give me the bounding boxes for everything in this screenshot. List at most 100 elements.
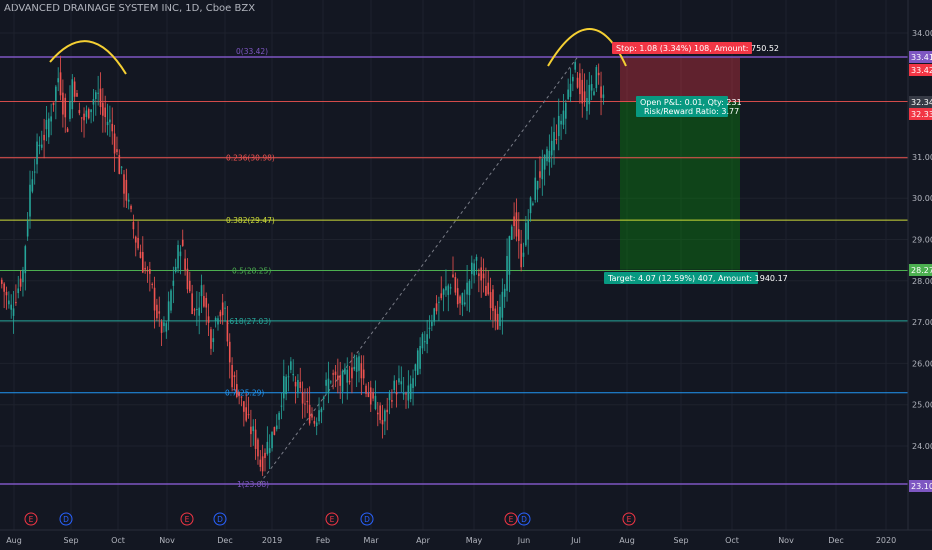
- candle-body: [132, 222, 135, 230]
- candle-body: [426, 334, 428, 345]
- candle-body: [377, 412, 379, 415]
- candle-body: [179, 251, 182, 257]
- candle-body: [367, 392, 370, 398]
- price-tag: [909, 480, 932, 492]
- price-tag-label: 33.42: [911, 66, 932, 75]
- candle-body: [217, 318, 219, 325]
- time-axis[interactable]: Aug Sep Oct Nov Dec 2019 Feb Mar Apr May Jun Jul Aug…: [0, 529, 932, 550]
- candle-body: [184, 258, 186, 270]
- candle-body: [228, 341, 231, 363]
- time-tick-label: 2020: [876, 536, 896, 545]
- candle-body: [102, 102, 104, 116]
- candle-body: [513, 216, 515, 226]
- candle-body: [71, 79, 74, 110]
- candle-body: [116, 149, 118, 153]
- candle-body: [339, 375, 341, 386]
- time-tick-label: May: [466, 536, 483, 545]
- time-tick-label: Dec: [828, 536, 843, 545]
- candle-body: [348, 380, 351, 383]
- candle-body: [205, 298, 208, 308]
- candle-body: [50, 116, 52, 122]
- price-tag-label: 32.33: [911, 110, 932, 119]
- candle-body: [529, 197, 532, 214]
- candle-body: [48, 118, 50, 138]
- candle-body: [106, 121, 109, 126]
- price-tag-label: 28.27: [911, 266, 932, 275]
- candle-body: [236, 384, 238, 398]
- candle-body: [1, 279, 3, 284]
- candle-body: [525, 222, 527, 246]
- candle-body: [174, 266, 177, 272]
- candle-body: [346, 369, 349, 383]
- candle-body: [149, 269, 151, 274]
- candle-body: [120, 166, 123, 168]
- candle-body: [85, 110, 88, 117]
- candle-body: [127, 199, 130, 202]
- candle-body: [257, 439, 259, 457]
- candle-body: [62, 92, 64, 115]
- candle-body: [386, 409, 388, 413]
- candle-body: [574, 62, 576, 70]
- candle-body: [374, 395, 377, 409]
- candle-body: [172, 280, 175, 286]
- event-marker-label: D: [521, 515, 527, 524]
- candle-body: [247, 414, 250, 416]
- candle-body: [567, 89, 569, 100]
- candle-body: [268, 448, 271, 453]
- candle-body: [266, 441, 269, 454]
- candle-body: [527, 219, 529, 240]
- candle-body: [424, 341, 426, 343]
- candle-body: [66, 128, 69, 132]
- candle-body: [508, 236, 511, 275]
- candle-body: [196, 308, 198, 310]
- candle-body: [273, 426, 276, 435]
- candlesticks: [1, 55, 605, 476]
- candle-body: [405, 393, 407, 395]
- price-axis[interactable]: 24.00 25.00 26.00 27.00 28.00 29.00 30.00 31.00…: [907, 0, 932, 550]
- time-axis-bg: [0, 530, 932, 550]
- time-tick-label: Dec: [217, 536, 232, 545]
- candle-body: [10, 304, 12, 310]
- candle-body: [456, 288, 459, 305]
- price-tick-label: 24.00: [912, 442, 932, 451]
- candle-body: [576, 77, 579, 88]
- dividend-marker: [517, 512, 531, 526]
- candle-body: [494, 308, 497, 321]
- candle-body: [104, 107, 106, 118]
- candle-body: [87, 109, 90, 119]
- candle-body: [252, 426, 255, 432]
- candle-body: [214, 317, 217, 321]
- candle-body: [163, 322, 165, 327]
- candle-body: [431, 321, 433, 327]
- candle-body: [275, 425, 278, 430]
- candle-body: [454, 277, 457, 293]
- candle-body: [165, 323, 168, 332]
- event-marker-label: E: [185, 515, 190, 524]
- candle-body: [90, 109, 92, 113]
- dividend-marker: [360, 512, 374, 526]
- candle-body: [562, 110, 565, 125]
- candle-body: [445, 286, 447, 291]
- candle-body: [395, 392, 398, 395]
- candle-body: [12, 308, 15, 316]
- candle-body: [137, 237, 139, 249]
- candle-body: [313, 421, 316, 424]
- price-tick-label: 25.00: [912, 401, 932, 410]
- candle-body: [219, 311, 222, 317]
- candle-body: [52, 102, 55, 106]
- candle-body: [36, 141, 38, 165]
- candle-body: [226, 320, 229, 342]
- candle-body: [156, 304, 158, 319]
- event-marker-label: E: [330, 515, 335, 524]
- time-tick-label: Aug: [619, 536, 635, 545]
- left-head-arc: [49, 40, 127, 75]
- fib-level-label: 1(23.08): [237, 480, 269, 489]
- candle-body: [388, 393, 391, 401]
- candle-body: [19, 278, 22, 287]
- candle-body: [548, 150, 551, 163]
- candle-body: [92, 99, 95, 105]
- candle-body: [541, 158, 544, 180]
- candle-body: [59, 72, 62, 96]
- candle-body: [95, 92, 97, 100]
